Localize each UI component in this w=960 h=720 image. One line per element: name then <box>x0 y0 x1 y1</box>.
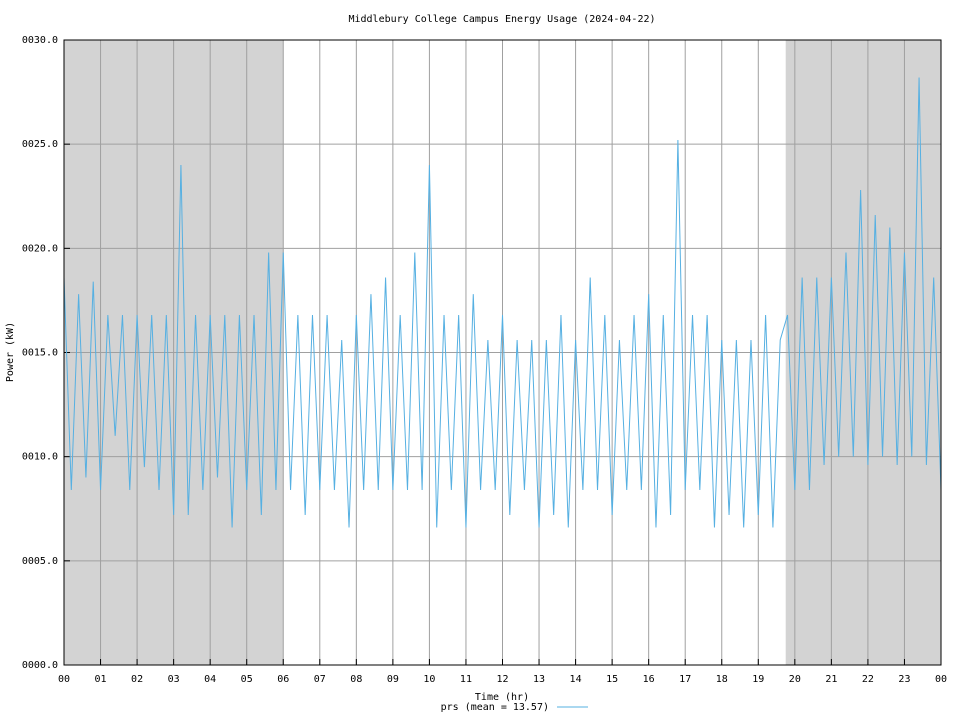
x-tick-label: 00 <box>935 674 947 685</box>
x-tick-label: 11 <box>460 674 472 685</box>
x-tick-label: 05 <box>241 674 253 685</box>
x-tick-label: 03 <box>168 674 180 685</box>
x-tick-label: 13 <box>533 674 545 685</box>
x-tick-label: 08 <box>350 674 362 685</box>
x-axis-label: Time (hr) <box>475 692 529 703</box>
x-tick-label: 14 <box>570 674 582 685</box>
x-tick-label: 12 <box>496 674 508 685</box>
x-tick-label: 21 <box>825 674 837 685</box>
plot-frame <box>63 39 942 666</box>
y-tick-label: 0010.0 <box>22 452 58 463</box>
x-tick-label: 23 <box>898 674 910 685</box>
x-tick-label: 19 <box>752 674 764 685</box>
y-tick-label: 0015.0 <box>22 348 58 359</box>
y-tick-label: 0000.0 <box>22 660 58 671</box>
x-tick-label: 01 <box>95 674 107 685</box>
legend-label: prs (mean = 13.57) <box>441 702 549 713</box>
y-tick-label: 0025.0 <box>22 139 58 150</box>
x-tick-label: 06 <box>277 674 289 685</box>
x-tick-label: 04 <box>204 674 216 685</box>
x-tick-label: 18 <box>716 674 728 685</box>
x-tick-label: 10 <box>423 674 435 685</box>
chart-title: Middlebury College Campus Energy Usage (… <box>348 14 655 25</box>
x-tick-label: 16 <box>643 674 655 685</box>
x-tick-label: 17 <box>679 674 691 685</box>
y-tick-label: 0030.0 <box>22 35 58 46</box>
y-tick-label: 0005.0 <box>22 556 58 567</box>
data-line <box>63 77 942 528</box>
y-tick-label: 0020.0 <box>22 243 58 254</box>
x-tick-label: 02 <box>131 674 143 685</box>
y-axis-label: Power (kW) <box>5 322 16 382</box>
x-tick-label: 00 <box>58 674 70 685</box>
x-tick-label: 22 <box>862 674 874 685</box>
x-tick-label: 15 <box>606 674 618 685</box>
x-tick-label: 07 <box>314 674 326 685</box>
x-tick-label: 20 <box>789 674 801 685</box>
x-tick-label: 09 <box>387 674 399 685</box>
